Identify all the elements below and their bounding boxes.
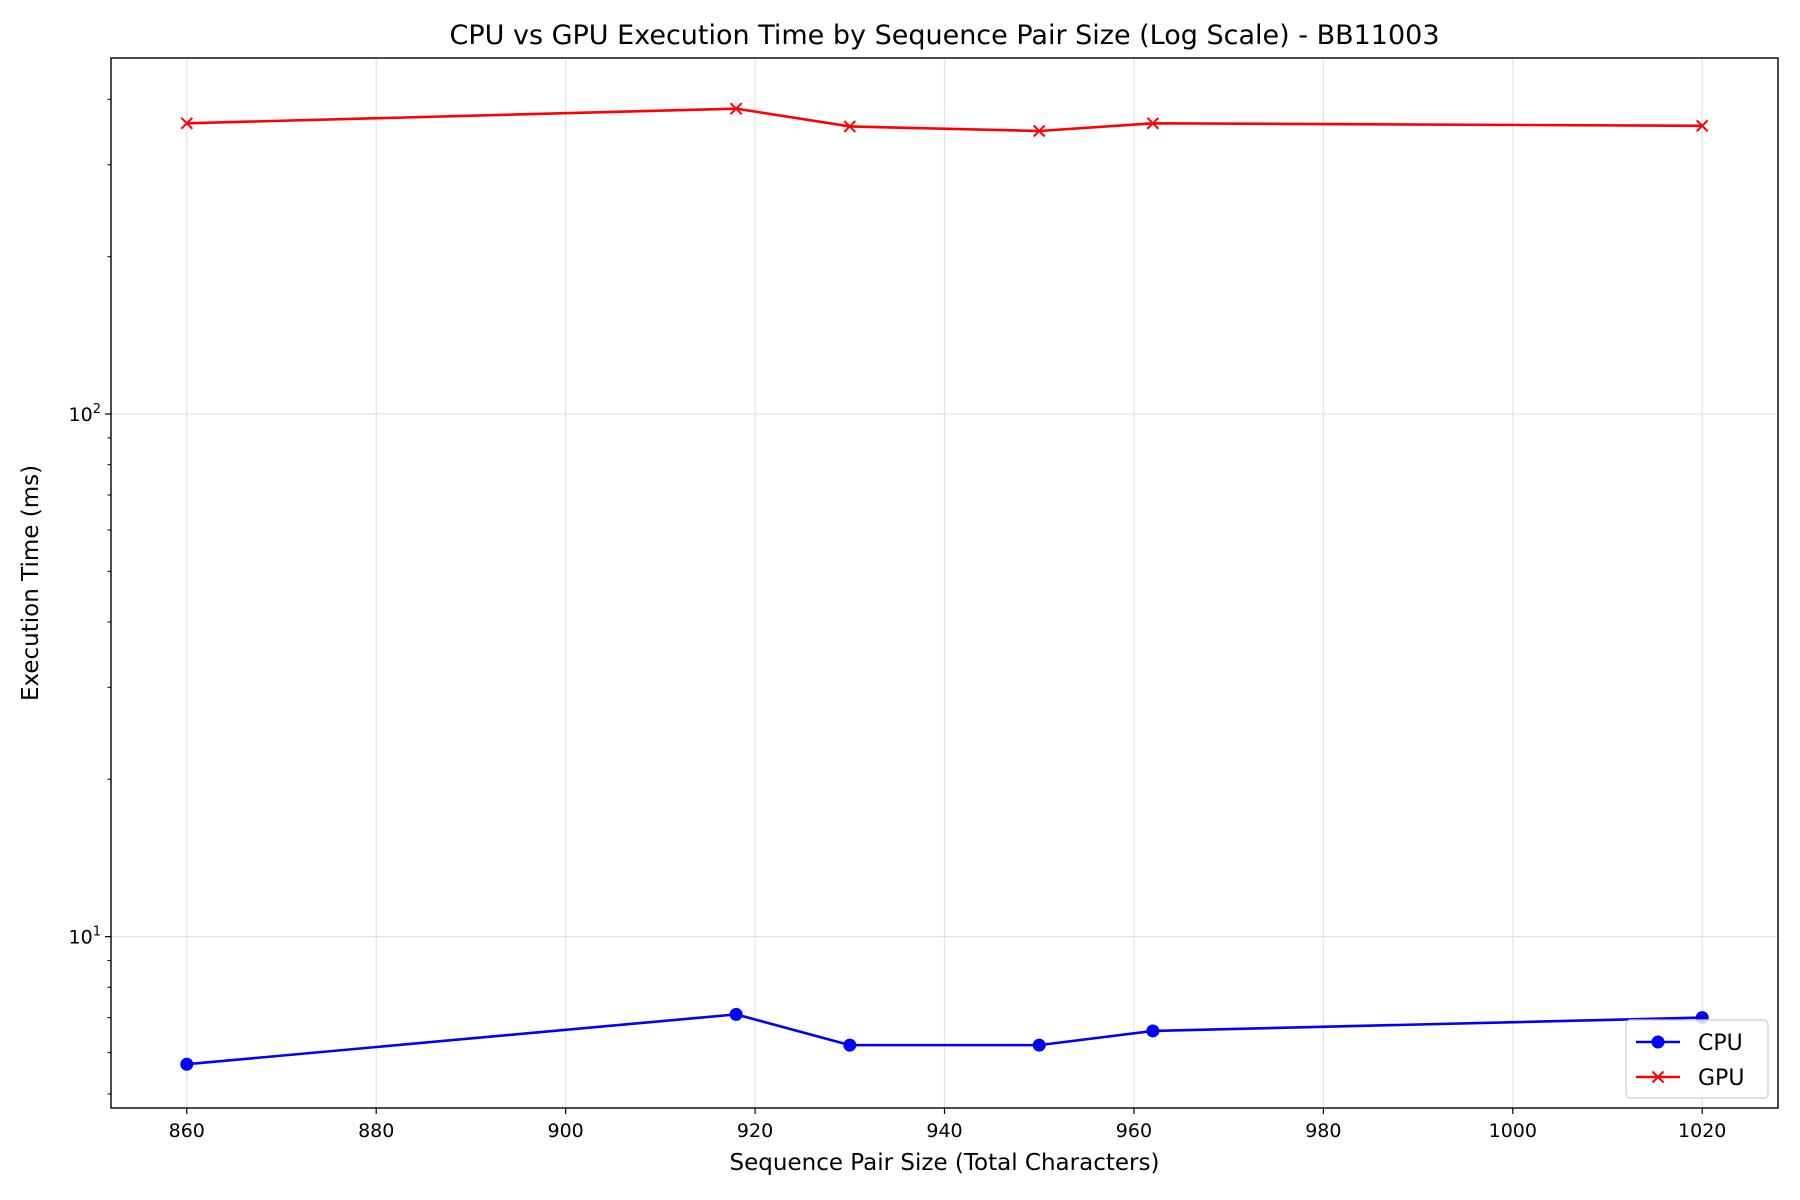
gpu-point xyxy=(1146,117,1160,130)
gpu-point xyxy=(1033,124,1046,138)
x-tick-label: 980 xyxy=(1305,1120,1341,1142)
x-tick-label: 1000 xyxy=(1489,1120,1537,1142)
x-axis-label: Sequence Pair Size (Total Characters) xyxy=(730,1150,1160,1176)
cpu-point xyxy=(180,1057,194,1071)
grid xyxy=(111,58,1778,1108)
gpu-series xyxy=(180,102,1709,138)
legend-cpu-label: CPU xyxy=(1698,1031,1743,1056)
gpu-line xyxy=(186,107,1703,133)
x-tick-label: 920 xyxy=(737,1120,773,1142)
cpu-line xyxy=(186,1013,1703,1066)
x-tick-label: 1020 xyxy=(1678,1120,1726,1142)
chart-title: CPU vs GPU Execution Time by Sequence Pa… xyxy=(449,20,1439,51)
y-axis-label: Execution Time (ms) xyxy=(18,465,44,701)
x-tick-label: 900 xyxy=(548,1120,584,1142)
cpu-point xyxy=(1032,1038,1046,1052)
x-tick-label: 860 xyxy=(169,1120,205,1142)
gpu-point xyxy=(729,102,743,115)
legend-gpu-label: GPU xyxy=(1698,1066,1744,1091)
cpu-point xyxy=(729,1007,743,1021)
legend-box xyxy=(1625,1019,1769,1099)
legend-entry-cpu: CPU xyxy=(1636,1031,1743,1056)
cpu-point xyxy=(843,1038,857,1052)
cpu-point xyxy=(1146,1024,1160,1038)
legend-gpu-marker xyxy=(1651,1070,1665,1084)
legend-cpu-marker xyxy=(1651,1035,1665,1049)
x-tick-label: 940 xyxy=(926,1120,962,1142)
gpu-point xyxy=(843,120,856,133)
x-tick-label: 880 xyxy=(358,1120,394,1142)
gpu-point xyxy=(180,117,193,130)
legend-entry-gpu: GPU xyxy=(1636,1066,1744,1091)
gpu-point xyxy=(1696,119,1709,133)
x-tick-label: 960 xyxy=(1116,1120,1152,1142)
legend: CPU GPU xyxy=(1625,1019,1769,1099)
